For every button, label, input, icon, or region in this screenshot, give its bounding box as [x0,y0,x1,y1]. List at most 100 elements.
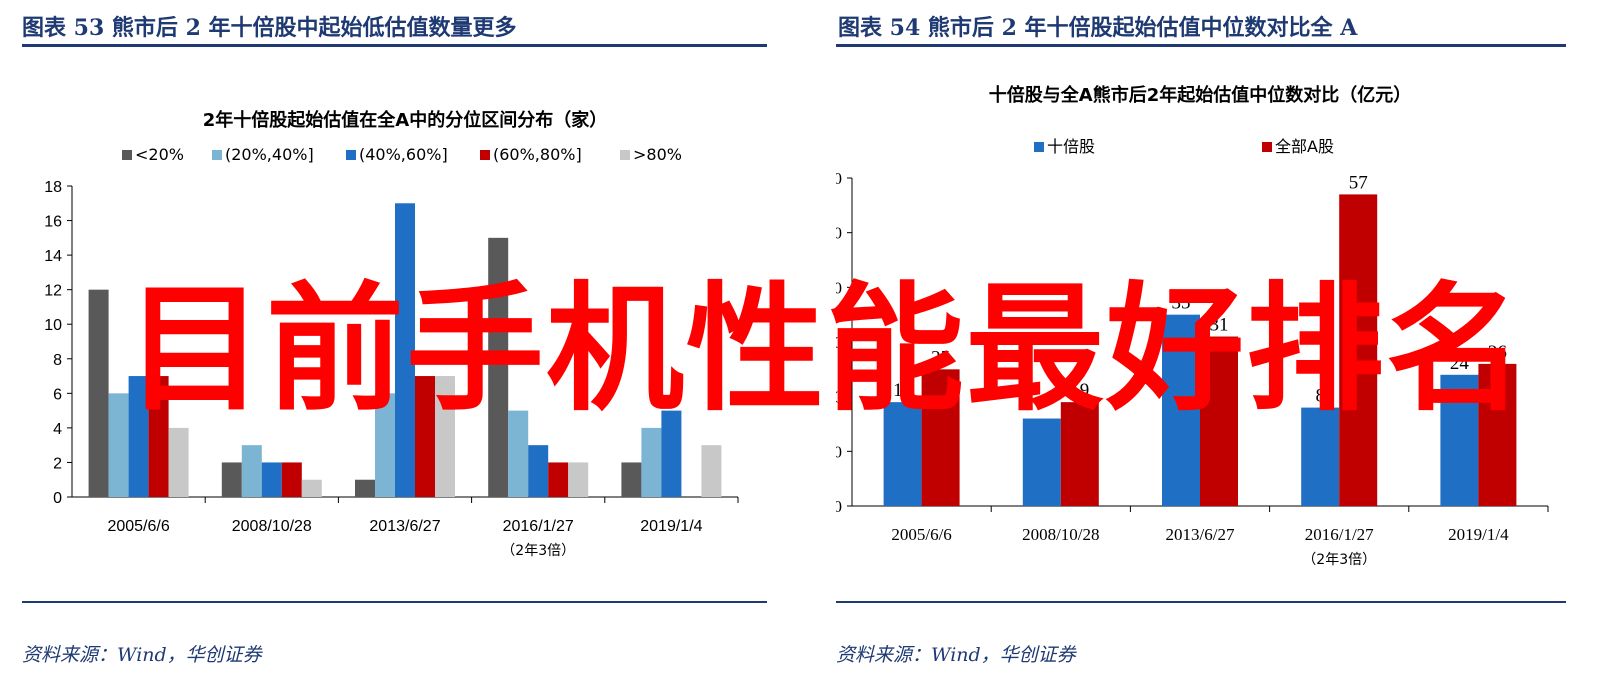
x-tick-label: 2016/1/27 [1305,525,1374,544]
x-tick-label: 2016/1/27 [503,518,574,535]
y-tick-label: 30 [836,333,842,352]
y-tick-label: 12 [44,283,62,300]
data-label: 19 [893,380,912,401]
y-tick-label: 14 [44,248,62,265]
bar-A-0 [921,369,960,506]
legend-label: (40%,60%] [359,145,448,164]
bar--3 [1301,407,1340,506]
x-tick-label: 2019/1/4 [640,518,702,535]
y-tick-label: 40 [836,278,842,297]
legend-label: <20% [135,145,184,164]
legend-swatch [480,150,490,160]
y-tick-label: 10 [836,442,842,461]
bar-4060-0 [128,376,149,497]
bar-4060-4 [661,410,682,497]
bar-20-3 [488,237,509,498]
bar--2 [1162,314,1200,506]
bar-4060-1 [261,462,282,497]
bar-4060-3 [528,445,549,497]
bar-4060-2 [395,203,415,497]
x-tick-label: 2005/6/6 [107,518,169,535]
x-tick-label: 2019/1/4 [1448,525,1509,544]
y-tick-label: 50 [836,224,842,243]
legend-label: >80% [633,145,682,164]
data-label: 31 [1210,315,1229,336]
chart-54-svg: 十倍股与全A熊市后2年起始估值中位数对比（亿元） 十倍股 全部A股 0 10 20 30 40… [836,84,1549,568]
figure-53-panel: 图表 53 熊市后 2 年十倍股中起始低估值数量更多 2年十倍股起始估值在全A中… [0,0,800,683]
y-tick-label: 4 [53,421,62,438]
y-tick-label: 0 [836,497,842,516]
bar-80-4 [701,445,722,497]
y-tick-label: 10 [44,317,62,334]
footer-rule [22,601,767,603]
bar-2040-1 [241,445,262,497]
y-tick-label: 6 [53,386,62,403]
heading-rule [836,44,1566,47]
data-label: 24 [1450,353,1470,374]
figure-53-heading: 图表 53 熊市后 2 年十倍股中起始低估值数量更多 [22,15,517,41]
figure-54-source: 资料来源：Wind，华创证券 [836,644,1076,666]
x-tick-sublabel: （2年3倍） [501,543,575,559]
bar-80-1 [301,479,322,497]
figure-54-panel: 图表 54 熊市后 2 年十倍股起始估值中位数对比全 A 十倍股与全A熊市后2年… [836,0,1623,683]
data-label: 19 [1070,380,1089,401]
y-tick-label: 2 [53,455,62,472]
bar-6080-0 [148,376,169,497]
y-tick-label: 20 [836,388,842,407]
data-label: 57 [1349,172,1368,193]
bar-80-0 [168,427,189,497]
bar-2040-3 [508,410,529,497]
data-label: 26 [1488,342,1507,363]
legend-swatch [1262,142,1272,152]
bar--4 [1440,374,1479,506]
chart-53-svg: 2年十倍股起始估值在全A中的分位区间分布（家） <20% (20%,40%] (40%… [44,109,739,559]
y-tick-label: 60 [836,169,842,188]
bar--0 [883,402,922,506]
bar-20-4 [621,462,642,497]
bar-80-2 [435,376,455,497]
bar-A-1 [1060,402,1099,506]
bar-A-3 [1339,194,1378,506]
legend-swatch [620,150,630,160]
bar-20-0 [88,289,109,497]
y-tick-label: 8 [53,352,62,369]
legend-swatch [212,150,222,160]
x-tick-label: 2008/10/28 [1022,525,1099,544]
data-label: 25 [931,347,950,368]
legend-label: 十倍股 [1047,137,1095,156]
legend-label: 全部A股 [1275,137,1334,156]
legend-swatch [1034,142,1044,152]
bar-2040-2 [375,393,395,497]
x-tick-label: 2005/6/6 [891,525,951,544]
chart-title: 十倍股与全A熊市后2年起始估值中位数对比（亿元） [989,84,1411,106]
data-label: 8 [1315,386,1325,407]
chart-title: 2年十倍股起始估值在全A中的分位区间分布（家） [203,109,607,131]
bar-80-3 [568,462,589,497]
legend-swatch [346,150,356,160]
bar--1 [1022,418,1061,506]
y-tick-label: 0 [53,490,62,507]
x-tick-label: 2008/10/28 [232,518,312,535]
data-label: 35 [1172,293,1191,314]
bar-6080-2 [415,376,435,497]
y-tick-label: 18 [44,179,62,196]
x-tick-sublabel: （2年3倍） [1302,552,1376,568]
bar-2040-0 [108,393,129,497]
legend-swatch [122,150,132,160]
bar-2040-4 [641,427,662,497]
figure-53-source: 资料来源：Wind，华创证券 [22,644,262,666]
x-tick-label: 2013/6/27 [1166,525,1235,544]
bar-A-4 [1478,363,1517,506]
bar-6080-1 [281,462,302,497]
legend-label: (20%,40%] [225,145,314,164]
bar-20-2 [355,479,375,497]
figure-54-heading: 图表 54 熊市后 2 年十倍股起始估值中位数对比全 A [838,15,1358,41]
x-tick-label: 2013/6/27 [369,518,440,535]
footer-rule [836,601,1566,603]
bar-A-2 [1200,336,1238,506]
legend-label: (60%,80%] [493,145,582,164]
bar-6080-3 [548,462,569,497]
y-tick-label: 16 [44,214,62,231]
bar-20-1 [221,462,242,497]
heading-rule [22,44,767,47]
